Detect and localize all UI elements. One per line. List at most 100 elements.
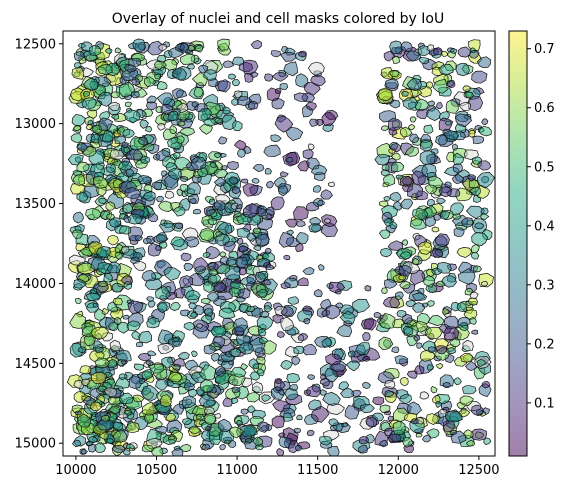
- cell-mask: [114, 47, 122, 54]
- cell-mask: [215, 365, 226, 377]
- cell-mask: [325, 304, 341, 320]
- cell-mask: [471, 232, 489, 247]
- cell-mask: [411, 170, 426, 186]
- cell-mask: [284, 388, 299, 401]
- cell-mask: [204, 308, 214, 317]
- cell-mask-overlay: [66, 38, 495, 456]
- cell-mask: [409, 218, 427, 230]
- cell-mask: [118, 81, 136, 98]
- cell-mask: [103, 273, 113, 283]
- cell-mask: [187, 63, 195, 70]
- cell-mask: [133, 363, 144, 371]
- cell-mask: [143, 76, 157, 88]
- cell-mask: [402, 436, 414, 448]
- cell-mask: [325, 353, 342, 366]
- cell-mask: [170, 302, 181, 311]
- cell-mask: [213, 281, 227, 293]
- cell-mask: [280, 171, 289, 178]
- y-axis: 12500 13000 13500 14000 14500 15000: [15, 37, 63, 452]
- cell-mask: [383, 278, 398, 289]
- cell-mask: [316, 199, 325, 206]
- cell-mask: [395, 291, 404, 301]
- cell-mask: [232, 56, 245, 66]
- cell-mask: [233, 279, 241, 285]
- cell-mask: [392, 420, 406, 436]
- cell-mask: [263, 144, 281, 158]
- cell-mask: [103, 387, 118, 398]
- cell-mask: [120, 275, 133, 285]
- cell-mask: [201, 443, 211, 451]
- x-tick-label: 11000: [216, 463, 257, 478]
- cell-mask: [189, 312, 198, 318]
- cell-mask: [252, 163, 265, 172]
- cell-mask: [358, 436, 369, 445]
- cell-mask: [110, 113, 119, 120]
- cell-mask: [161, 170, 168, 177]
- cell-mask: [131, 77, 141, 86]
- cell-mask: [261, 394, 272, 403]
- cell-mask: [90, 287, 98, 295]
- cell-mask: [94, 442, 106, 454]
- cell-mask: [69, 312, 86, 329]
- cell-mask: [172, 337, 180, 342]
- cell-mask: [179, 275, 194, 288]
- cell-mask: [328, 281, 346, 294]
- cell-mask: [291, 356, 301, 366]
- cell-mask: [277, 389, 285, 396]
- cell-mask: [74, 410, 82, 416]
- cell-mask: [180, 252, 192, 262]
- cell-mask: [130, 90, 140, 99]
- cell-mask: [471, 404, 484, 417]
- cell-mask: [295, 220, 306, 227]
- cell-mask: [113, 430, 127, 443]
- cell-mask: [73, 278, 87, 289]
- cell-mask: [107, 101, 120, 112]
- cell-mask: [283, 254, 291, 261]
- cell-mask: [274, 115, 294, 133]
- cell-mask: [399, 393, 412, 405]
- cell-mask: [242, 203, 259, 219]
- cell-mask: [280, 306, 294, 317]
- cell-mask: [253, 245, 261, 251]
- cell-mask: [85, 292, 101, 301]
- cell-mask: [417, 45, 430, 56]
- cell-mask: [313, 288, 323, 297]
- cell-mask: [157, 43, 168, 52]
- cell-mask: [240, 363, 249, 371]
- cell-mask: [101, 307, 110, 316]
- cell-mask: [142, 237, 152, 245]
- cell-mask: [417, 287, 425, 295]
- cell-mask: [79, 365, 92, 375]
- cell-mask: [406, 77, 422, 92]
- cell-mask: [92, 302, 99, 308]
- cell-mask: [107, 234, 119, 246]
- cell-mask: [283, 412, 294, 422]
- cell-mask: [407, 124, 416, 131]
- cell-mask: [207, 218, 218, 226]
- cell-mask: [98, 280, 109, 287]
- cell-mask: [114, 135, 126, 144]
- cell-mask: [439, 210, 451, 221]
- cell-mask: [362, 381, 371, 389]
- cell-mask: [165, 413, 177, 423]
- cell-mask: [280, 281, 291, 289]
- cell-mask: [141, 401, 158, 416]
- cell-mask: [358, 445, 368, 454]
- cell-mask: [231, 186, 241, 195]
- cell-mask: [189, 198, 197, 204]
- cell-mask: [468, 49, 480, 59]
- cell-mask: [445, 99, 459, 114]
- cell-mask: [419, 57, 430, 65]
- cell-mask: [184, 289, 201, 301]
- cell-mask: [240, 408, 249, 415]
- cell-mask: [229, 176, 239, 185]
- cell-mask: [122, 314, 130, 320]
- cell-mask: [263, 279, 272, 286]
- cell-mask: [148, 363, 165, 374]
- cell-mask: [173, 152, 181, 159]
- cell-mask: [457, 316, 471, 327]
- cell-mask: [174, 222, 184, 230]
- cell-mask: [426, 44, 435, 52]
- cell-mask: [240, 424, 258, 437]
- cell-mask: [401, 90, 409, 97]
